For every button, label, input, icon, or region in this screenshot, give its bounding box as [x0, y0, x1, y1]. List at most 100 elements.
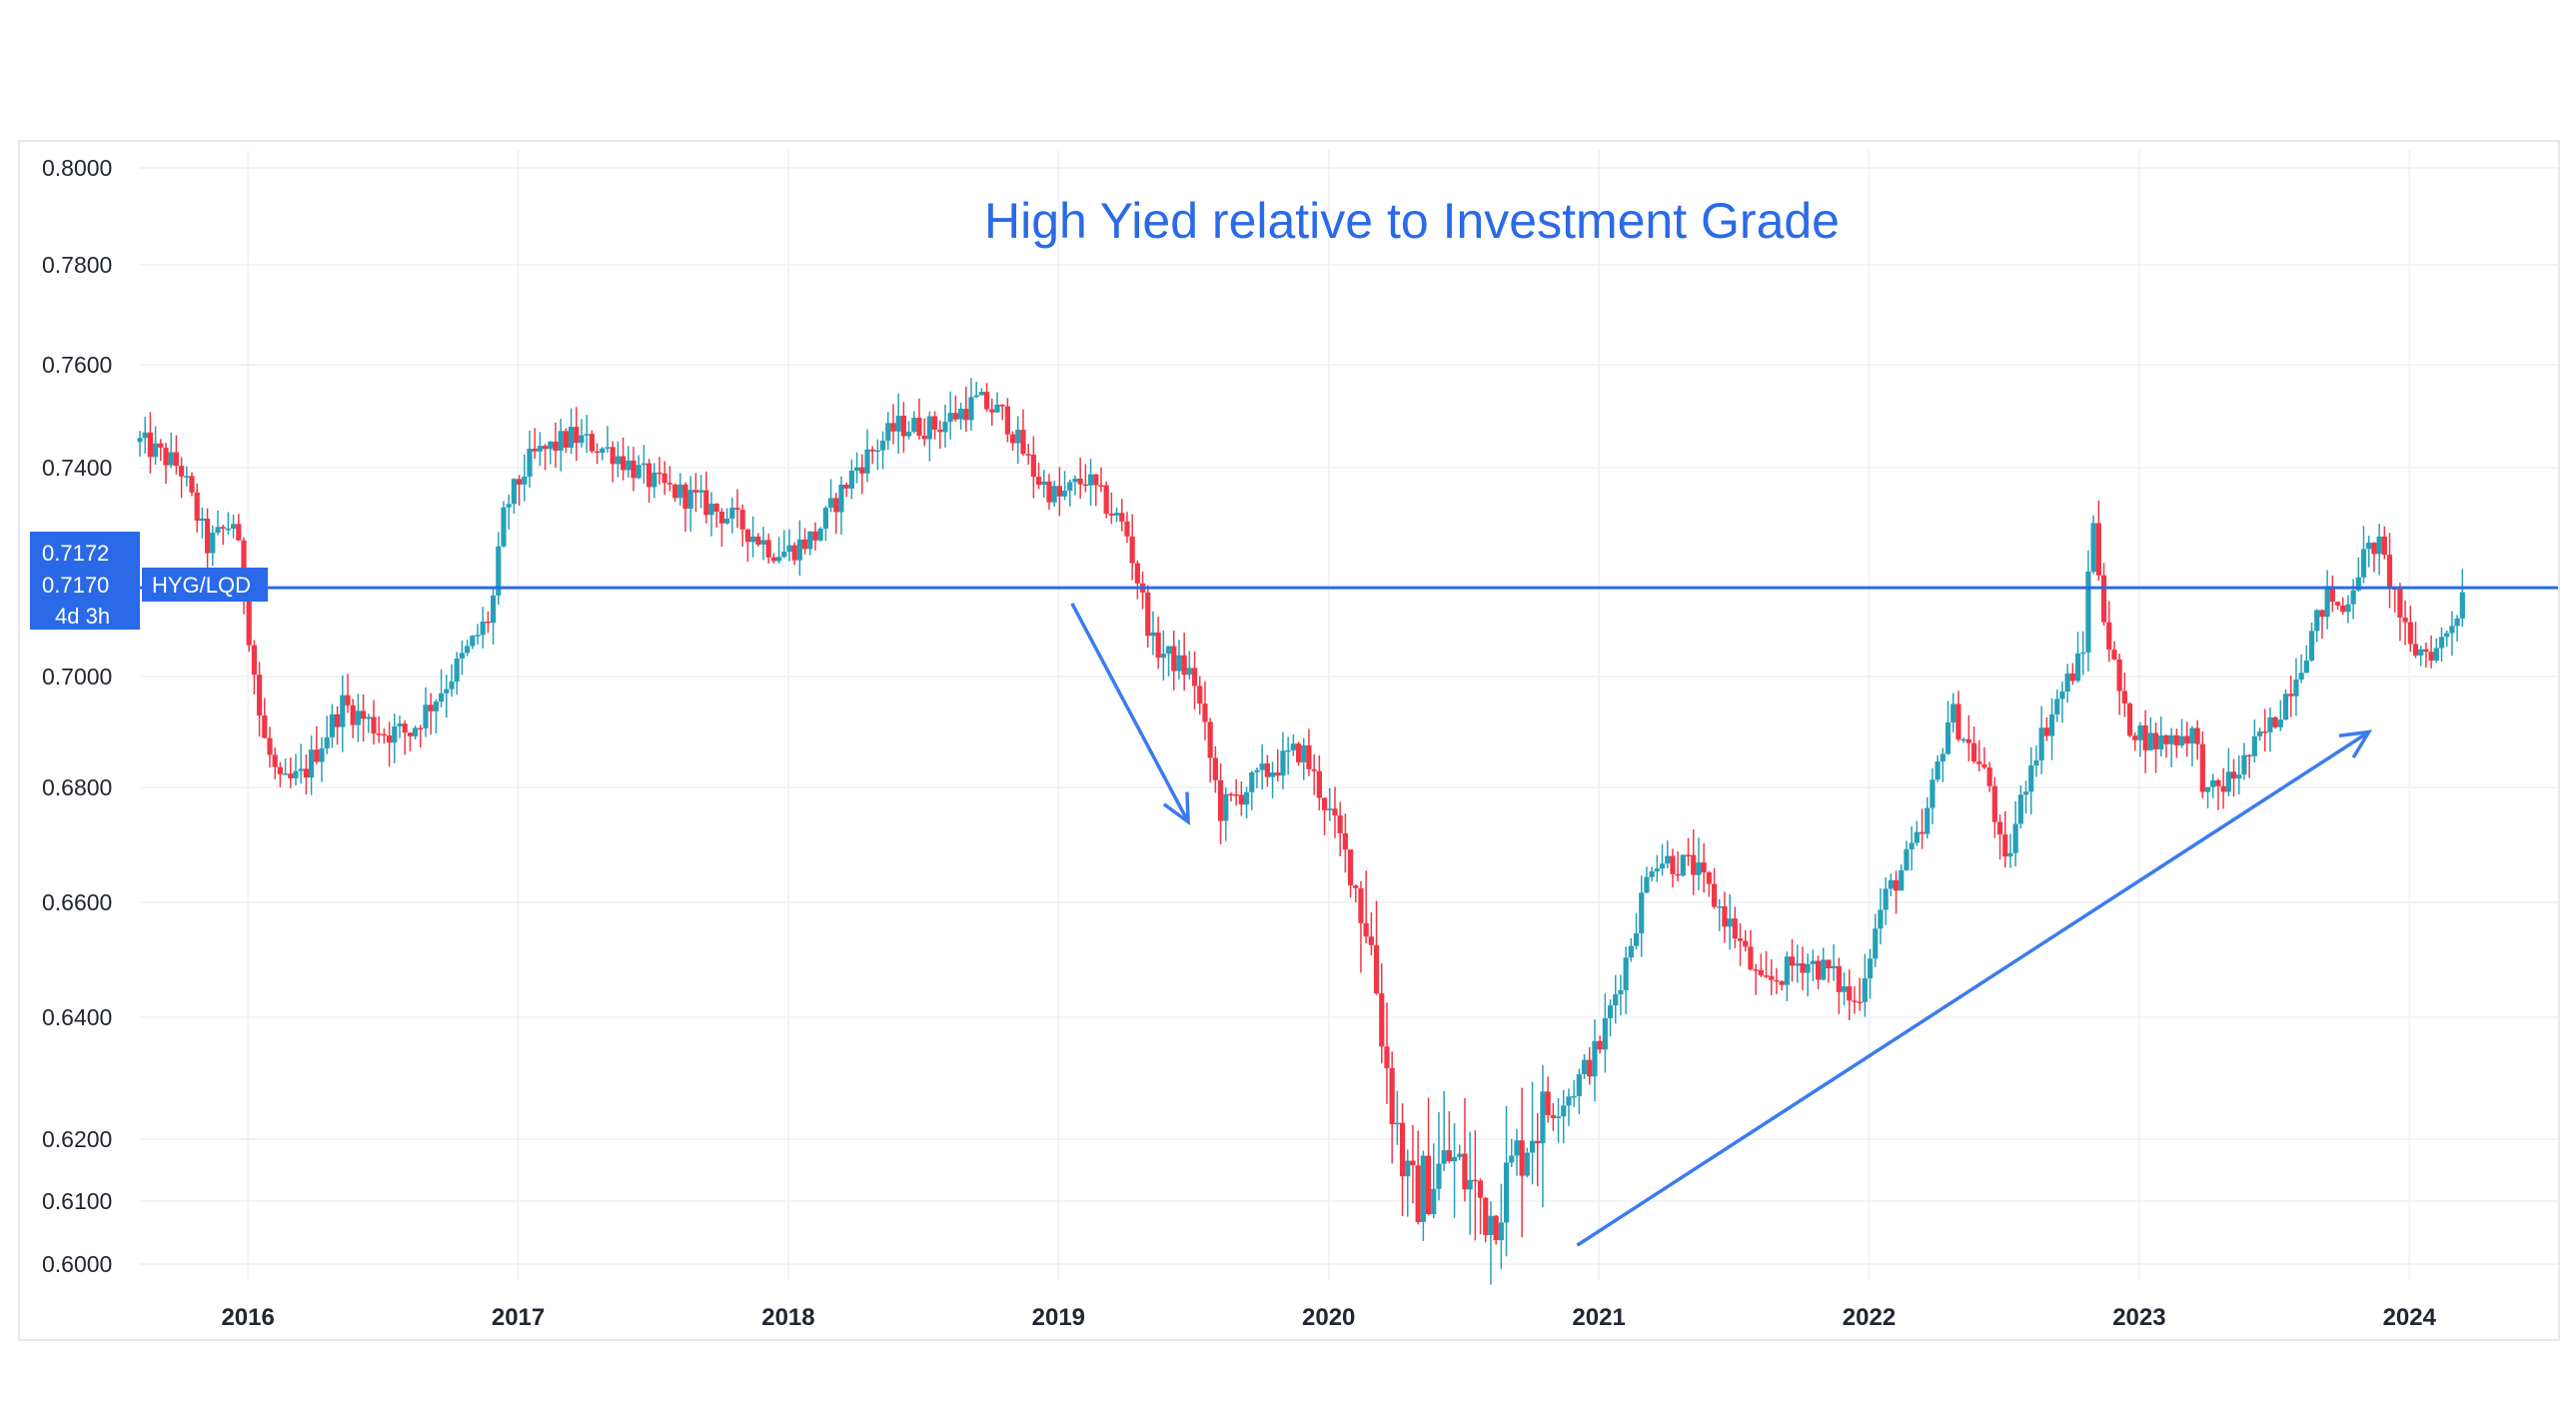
- candle-body: [277, 766, 283, 774]
- candle-body: [1711, 883, 1718, 907]
- candle-body: [1934, 761, 1940, 780]
- candle-body: [636, 465, 642, 479]
- candle-body: [2262, 731, 2268, 733]
- candle-body: [1446, 1150, 1452, 1162]
- candle-body: [178, 466, 185, 477]
- candle-body: [2152, 732, 2159, 749]
- candle-body: [1976, 761, 1982, 764]
- candle-body: [615, 456, 621, 465]
- candle-body: [1436, 1163, 1442, 1189]
- candle-body: [1743, 940, 1749, 947]
- candle-body: [1628, 945, 1634, 958]
- candle-body: [796, 539, 802, 561]
- candle-body: [236, 524, 242, 541]
- candle-body: [1509, 1155, 1515, 1163]
- candle-body: [1020, 429, 1026, 455]
- candle-body: [2173, 734, 2179, 745]
- candle-body: [1904, 848, 1910, 870]
- candle-body: [1519, 1140, 1525, 1176]
- candle-body: [1420, 1155, 1426, 1222]
- candle-body: [843, 484, 849, 489]
- candle-body: [1939, 753, 1945, 762]
- candle-body: [230, 524, 237, 529]
- x-tick-label: 2020: [1302, 1304, 1355, 1331]
- candle-body: [838, 484, 844, 513]
- candle-body: [2256, 731, 2263, 736]
- candle-body: [2449, 626, 2455, 634]
- candle-body: [2142, 724, 2148, 750]
- candle-body: [2199, 743, 2205, 792]
- candle-body: [2168, 734, 2174, 744]
- candle-body: [371, 716, 377, 734]
- candle-body: [1467, 1179, 1473, 1190]
- candle-body: [423, 704, 429, 728]
- candle-body: [791, 545, 797, 561]
- candle-body: [2147, 732, 2153, 750]
- candle-body: [2319, 610, 2325, 618]
- candle-body: [937, 429, 943, 433]
- candle-body: [1784, 956, 1790, 985]
- candle-body: [973, 395, 979, 398]
- candle-body: [1821, 959, 1827, 980]
- candle-body: [1706, 872, 1712, 884]
- candle-body: [1847, 986, 1853, 1001]
- price-label: 0.7172 0.7170 4d 3h HYG/LQD: [30, 532, 268, 630]
- candle-body: [366, 716, 372, 719]
- candle-body: [1410, 1160, 1416, 1166]
- candle-body: [1826, 959, 1832, 969]
- candle-body: [215, 527, 221, 534]
- candle-body: [1472, 1179, 1478, 1182]
- candle-body: [708, 504, 714, 516]
- candle-body: [1779, 980, 1785, 985]
- candle-body: [407, 732, 413, 736]
- candle-body: [1415, 1165, 1421, 1222]
- candle-body: [334, 713, 341, 727]
- candle-body: [579, 435, 585, 444]
- y-tick-label: 0.6400: [42, 1004, 112, 1030]
- candle-body: [1311, 768, 1317, 771]
- candle-body: [2334, 602, 2341, 607]
- price-label-value-1: 0.7172: [42, 541, 109, 566]
- candle-body: [718, 512, 724, 524]
- candle-body: [1072, 478, 1078, 483]
- candle-body: [1186, 668, 1192, 676]
- candle-body: [329, 713, 335, 737]
- candle-body: [1540, 1091, 1546, 1144]
- candle-body: [2381, 536, 2387, 556]
- candle-body: [775, 557, 782, 562]
- candle-body: [874, 450, 880, 453]
- candle-body: [1207, 721, 1213, 758]
- candle-body: [1431, 1188, 1437, 1215]
- candle-body: [527, 449, 533, 477]
- candle-body: [2158, 734, 2164, 749]
- candle-body: [1727, 918, 1733, 927]
- candle-body: [1171, 646, 1177, 672]
- candle-body: [360, 710, 367, 719]
- trend-arrow-head: [2338, 729, 2373, 759]
- candle-body: [1675, 873, 1681, 876]
- candle-body: [454, 659, 460, 683]
- candle-body: [1087, 474, 1094, 486]
- candle-body: [184, 476, 190, 478]
- candle-body: [2074, 653, 2081, 682]
- candle-body: [900, 416, 906, 437]
- candle-body: [1145, 592, 1151, 637]
- candle-body: [2282, 694, 2289, 720]
- candle-body: [433, 702, 439, 711]
- candle-body: [1503, 1162, 1510, 1223]
- candle-body: [2459, 592, 2465, 619]
- candle-body: [703, 490, 709, 516]
- candle-body: [1914, 831, 1920, 843]
- trend-arrow-line: [1070, 603, 1190, 823]
- candle-body: [1389, 1067, 1395, 1125]
- candle-body: [885, 423, 891, 441]
- candle-body: [1165, 646, 1172, 655]
- candle-body: [225, 528, 231, 531]
- candle-body: [2022, 791, 2029, 795]
- candle-body: [2386, 555, 2393, 589]
- candle-body: [256, 675, 263, 715]
- candle-body: [952, 413, 958, 420]
- candle-body: [298, 768, 304, 771]
- candle-body: [2407, 622, 2413, 645]
- candle-body: [282, 773, 289, 775]
